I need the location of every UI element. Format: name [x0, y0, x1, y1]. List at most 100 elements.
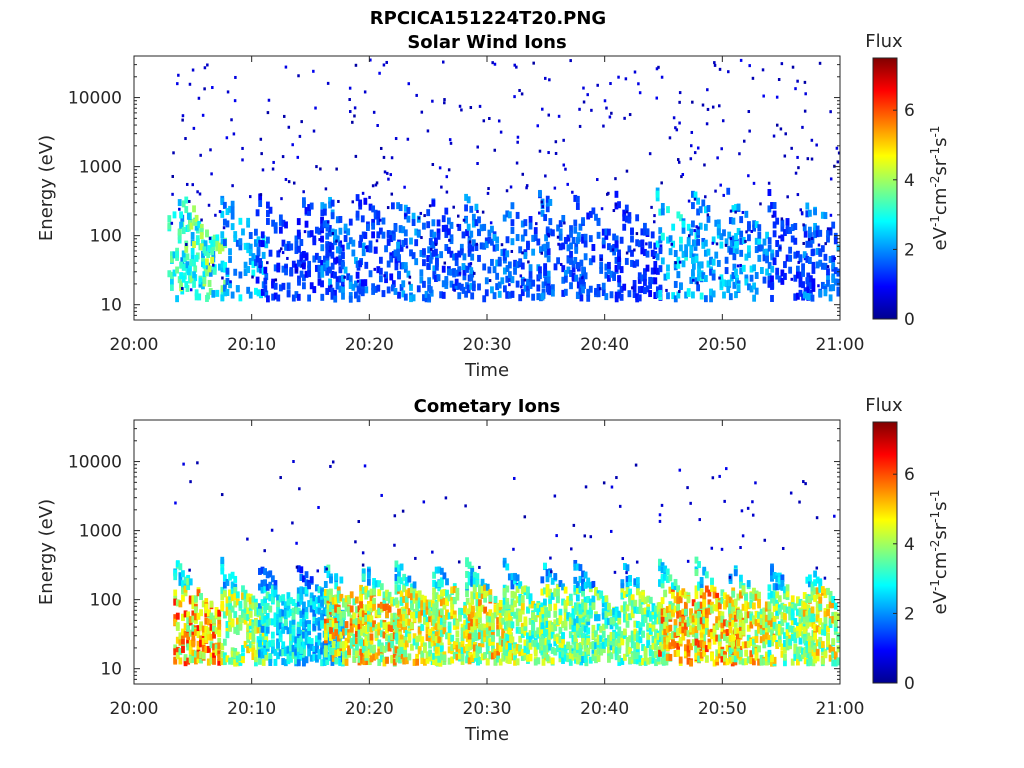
flux-cell — [625, 648, 630, 656]
flux-cell — [352, 612, 357, 620]
flux-cell — [739, 58, 743, 62]
flux-cell — [270, 631, 275, 639]
flux-cell — [720, 147, 723, 151]
flux-cell — [653, 214, 656, 218]
flux-cell — [246, 623, 251, 631]
flux-cell — [633, 651, 638, 659]
flux-cell — [402, 620, 407, 628]
flux-cell — [303, 230, 307, 234]
flux-cell — [223, 289, 227, 297]
flux-cell — [561, 598, 565, 606]
flux-cell — [611, 248, 615, 252]
flux-cell — [466, 196, 471, 204]
flux-cell — [689, 228, 694, 236]
flux-cell — [568, 658, 573, 666]
flux-cell — [596, 231, 601, 239]
flux-cell — [467, 249, 472, 257]
flux-cell — [258, 258, 263, 266]
colorbar-tick-label: 2 — [904, 240, 915, 260]
flux-cell — [772, 258, 777, 266]
flux-cell — [658, 564, 662, 572]
flux-cell — [555, 645, 560, 653]
flux-cell — [299, 634, 304, 642]
flux-cell — [297, 245, 301, 253]
flux-cell — [199, 656, 203, 664]
flux-cell — [264, 653, 269, 661]
flux-cell — [243, 261, 248, 269]
flux-cell — [666, 206, 670, 214]
flux-cell — [281, 251, 285, 255]
flux-cell — [676, 590, 681, 598]
flux-cell — [404, 614, 409, 622]
flux-cell — [336, 649, 341, 657]
flux-cell — [170, 277, 174, 285]
flux-cell — [801, 281, 805, 289]
flux-cell — [518, 246, 523, 254]
flux-cell — [233, 593, 238, 601]
flux-cell — [399, 244, 404, 252]
flux-cell — [478, 657, 482, 665]
flux-cell — [706, 205, 711, 213]
flux-cell — [364, 585, 369, 593]
flux-cell — [386, 230, 391, 238]
flux-cell — [525, 184, 529, 188]
flux-cell — [510, 598, 515, 606]
flux-cell — [599, 642, 604, 650]
flux-cell — [382, 622, 387, 630]
flux-cell — [528, 222, 533, 230]
flux-cell — [609, 622, 614, 630]
flux-cell — [424, 295, 429, 303]
flux-cell — [204, 610, 209, 618]
flux-cell — [623, 611, 627, 619]
flux-cell — [543, 562, 547, 570]
flux-cell — [568, 593, 573, 601]
flux-cell — [496, 655, 500, 663]
flux-cell — [671, 223, 676, 231]
flux-cell — [171, 192, 174, 196]
flux-cell — [486, 191, 490, 195]
flux-cell — [620, 630, 625, 638]
flux-cell — [719, 241, 724, 249]
flux-cell — [352, 655, 357, 663]
flux-cell — [828, 228, 833, 236]
flux-cell — [296, 587, 301, 595]
flux-cell — [609, 270, 614, 278]
flux-cell — [191, 602, 196, 610]
flux-cell — [385, 589, 389, 597]
flux-cell — [407, 608, 412, 616]
flux-cell — [463, 601, 468, 609]
flux-cell — [428, 204, 432, 208]
flux-cell — [487, 236, 492, 244]
flux-cell — [641, 658, 645, 666]
flux-cell — [183, 585, 188, 593]
flux-cell — [309, 230, 314, 238]
flux-cell — [312, 595, 317, 603]
flux-cell — [296, 646, 301, 654]
flux-cell — [385, 644, 389, 652]
flux-cell — [658, 617, 662, 625]
flux-cell — [681, 588, 686, 596]
flux-cell — [304, 631, 309, 639]
flux-cell — [201, 113, 205, 117]
flux-cell — [617, 201, 621, 209]
flux-cell — [404, 589, 409, 597]
flux-cell — [540, 622, 545, 630]
flux-cell — [788, 226, 793, 234]
flux-cell — [495, 259, 500, 267]
flux-cell — [696, 228, 701, 236]
flux-cell — [286, 610, 291, 618]
flux-cell — [492, 292, 497, 300]
flux-cell — [439, 629, 444, 637]
flux-cell — [759, 202, 762, 206]
flux-cell — [578, 614, 583, 622]
flux-cell — [441, 291, 446, 299]
flux-cell — [734, 291, 738, 299]
flux-cell — [281, 219, 286, 227]
flux-cell — [409, 295, 413, 303]
flux-cell — [778, 235, 781, 239]
flux-cell — [455, 653, 460, 661]
flux-cell — [248, 597, 253, 605]
flux-cell — [186, 624, 191, 632]
flux-cell — [215, 240, 220, 248]
flux-cell — [243, 640, 248, 648]
